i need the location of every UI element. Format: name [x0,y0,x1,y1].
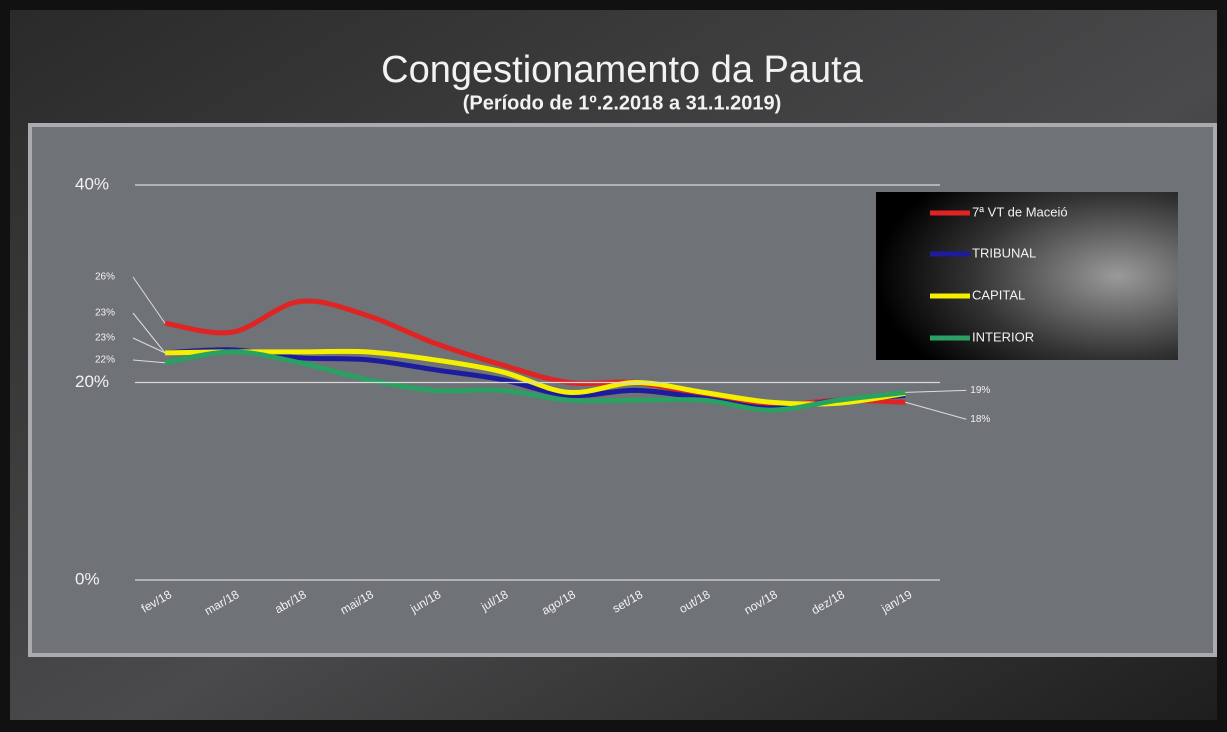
data-label: 26% [95,272,115,283]
plot [164,298,906,413]
y-tick-label: 0% [75,569,100,588]
legend-box [876,192,1178,360]
legend: 7ª VT de Maceió TRIBUNAL CAPITAL INTERIOR [930,204,1068,344]
data-label: 23% [95,308,115,319]
data-label: 23% [95,333,115,344]
label-leader [132,276,166,324]
series-line [164,298,906,408]
y-tick-label: 20% [75,372,109,391]
data-label: 22% [95,355,115,366]
y-tick-label: 40% [75,174,109,193]
legend-label: CAPITAL [972,287,1025,302]
chart-title: Congestionamento da Pauta [381,49,864,91]
legend-label: TRIBUNAL [972,245,1036,260]
chart-subtitle: (Período de 1º.2.2018 a 31.1.2019) [463,92,782,114]
data-label: 18% [970,414,990,425]
label-leader [132,312,166,354]
label-leader [132,359,166,364]
label-leader [132,337,166,354]
legend-label: INTERIOR [972,329,1034,344]
label-leader [905,401,967,420]
series-line [164,349,906,413]
legend-label: 7ª VT de Maceió [972,204,1068,219]
series-line [164,348,906,407]
data-label: 19% [970,385,990,396]
label-leader [905,389,967,393]
